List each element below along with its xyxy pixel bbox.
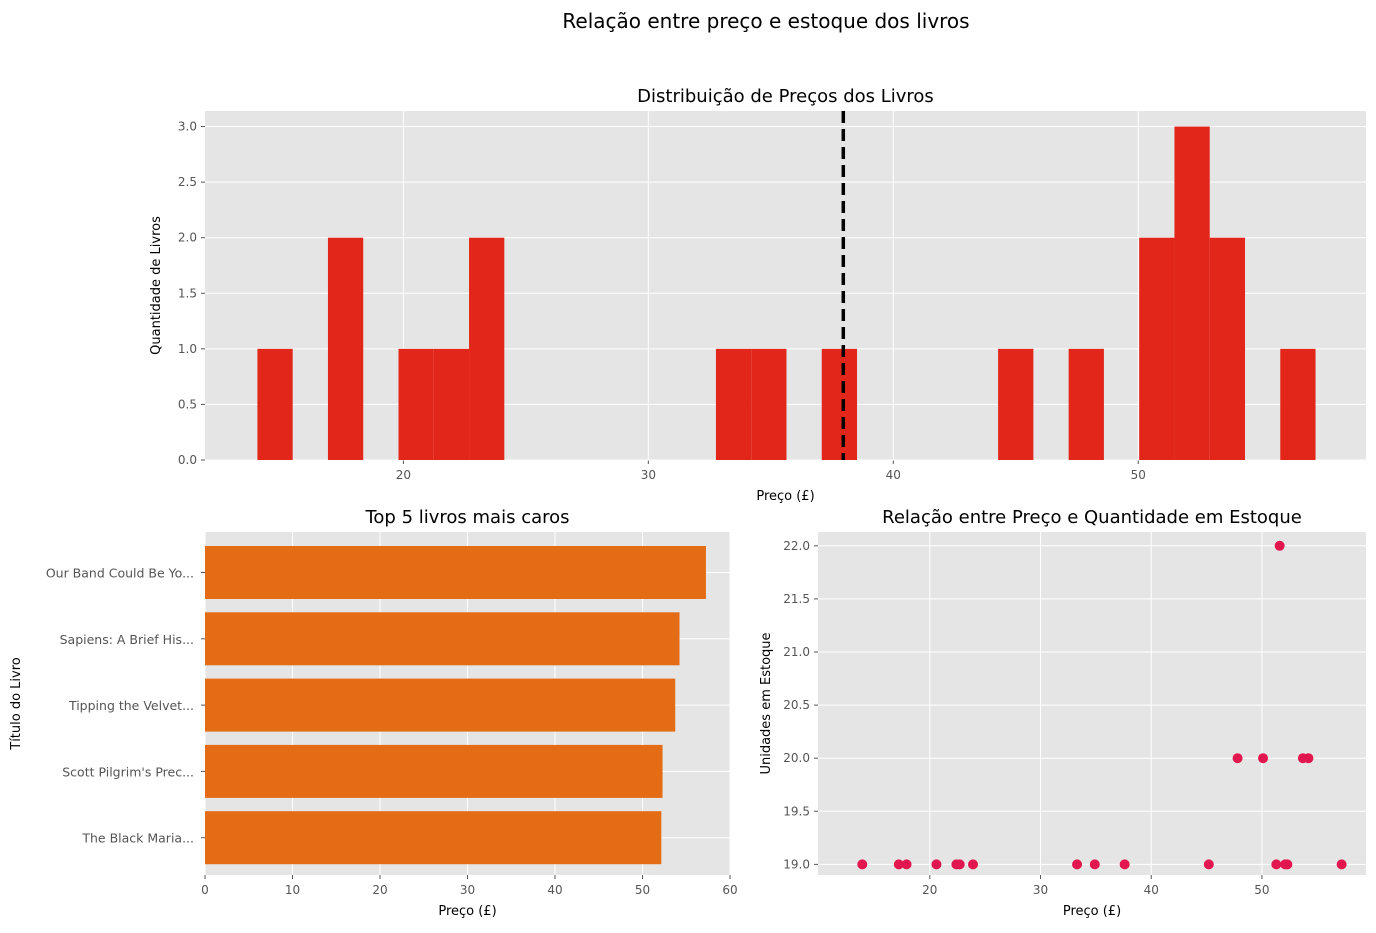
histogram-bar (433, 348, 470, 460)
scatter-point (1274, 540, 1285, 551)
x-tick-label: 10 (285, 883, 300, 897)
bar-2 (205, 612, 680, 666)
x-tick-label: 30 (460, 883, 475, 897)
y-tick-label: 1.0 (178, 342, 197, 356)
y-tick-label: 0.0 (178, 453, 197, 467)
histogram-bar (998, 348, 1034, 460)
scatter-point (1303, 753, 1314, 764)
scatter-point (1072, 859, 1083, 870)
histogram-bar (327, 237, 364, 460)
x-axis-label: Preço (£) (756, 489, 814, 504)
scatter-point (954, 859, 965, 870)
y-tick-label: 21.0 (783, 645, 810, 659)
histogram-bar (1139, 237, 1175, 460)
scatter-point (1258, 753, 1269, 764)
y-tick-label: 1.5 (178, 286, 197, 300)
x-tick-label: 0 (201, 883, 209, 897)
x-tick-label: 20 (396, 468, 411, 482)
bar-3 (205, 678, 676, 732)
x-tick-label: 30 (1033, 883, 1048, 897)
x-tick-label: 40 (547, 883, 562, 897)
axes-title: Distribuição de Preços dos Livros (637, 86, 934, 107)
figure-suptitle: Relação entre preço e estoque dos livros (562, 9, 969, 33)
axes-title: Relação entre Preço e Quantidade em Esto… (882, 507, 1302, 528)
scatter-point (967, 859, 978, 870)
x-axis-label: Preço (£) (1063, 904, 1121, 919)
axes-title: Top 5 livros mais caros (364, 507, 569, 528)
y-axis-label: Unidades em Estoque (759, 632, 774, 774)
y-tick-label: Sapiens: A Brief His... (60, 632, 194, 647)
y-tick-label: 21.5 (783, 592, 810, 606)
histogram-bar (469, 237, 505, 460)
y-tick-label: 3.0 (178, 120, 197, 134)
y-tick-label: 2.0 (178, 231, 197, 245)
y-tick-label: 20.5 (783, 698, 810, 712)
x-tick-label: 60 (722, 883, 737, 897)
x-tick-label: 50 (1254, 883, 1269, 897)
scatter-point (901, 859, 912, 870)
x-tick-label: 30 (641, 468, 656, 482)
y-tick-label: 20.0 (783, 751, 810, 765)
bar-4 (205, 744, 663, 798)
scatter-point (1089, 859, 1100, 870)
histogram-bar (821, 348, 858, 460)
scatter-point (857, 859, 868, 870)
histogram-bar (1280, 348, 1316, 460)
histogram-bar (751, 348, 787, 460)
x-tick-label: 40 (1144, 883, 1159, 897)
bar-5 (205, 811, 662, 865)
scatter-point (1336, 859, 1347, 870)
x-tick-label: 50 (635, 883, 650, 897)
y-tick-label: Tipping the Velvet... (68, 698, 194, 713)
x-tick-label: 20 (372, 883, 387, 897)
x-tick-label: 20 (922, 883, 937, 897)
scatter-point (931, 859, 942, 870)
scatter-point (1271, 859, 1282, 870)
y-tick-label: 2.5 (178, 175, 197, 189)
scatter-point (1119, 859, 1130, 870)
scatter-point (893, 859, 904, 870)
x-tick-label: 40 (886, 468, 901, 482)
bar-1 (205, 546, 706, 599)
histogram-bar (1068, 348, 1104, 460)
y-axis-label: Título do Livro (9, 657, 24, 751)
histogram-bar (257, 348, 293, 460)
scatter-point (1282, 859, 1293, 870)
y-tick-label: 19.0 (783, 857, 810, 871)
histogram-bar (1174, 126, 1210, 460)
histogram-bar (1209, 237, 1246, 460)
scatter-point (1203, 859, 1214, 870)
y-axis-label: Quantidade de Livros (149, 216, 164, 355)
x-tick-label: 50 (1131, 468, 1146, 482)
histogram-bar (715, 348, 752, 460)
y-tick-label: 0.5 (178, 397, 197, 411)
histogram-bar (398, 348, 434, 460)
x-axis-label: Preço (£) (438, 904, 496, 919)
y-tick-label: 22.0 (783, 539, 810, 553)
y-tick-label: The Black Maria... (81, 831, 194, 846)
y-tick-label: Scott Pilgrim's Prec... (62, 764, 194, 779)
y-tick-label: 19.5 (783, 804, 810, 818)
axes-background (818, 532, 1366, 875)
scatter-point (1232, 753, 1243, 764)
y-tick-label: Our Band Could Be Yo... (46, 566, 194, 581)
